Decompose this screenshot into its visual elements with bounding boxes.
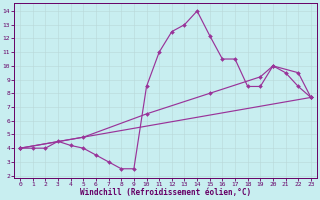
X-axis label: Windchill (Refroidissement éolien,°C): Windchill (Refroidissement éolien,°C) — [80, 188, 251, 197]
